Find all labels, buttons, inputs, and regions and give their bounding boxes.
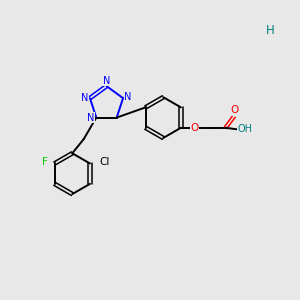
Text: N: N — [124, 92, 132, 102]
Text: O: O — [230, 105, 239, 115]
Text: N: N — [81, 93, 88, 103]
Text: OH: OH — [237, 124, 252, 134]
Text: N: N — [88, 112, 95, 123]
Text: N: N — [103, 76, 110, 86]
Text: O: O — [190, 123, 199, 133]
Text: H: H — [266, 23, 274, 37]
Text: F: F — [42, 157, 48, 167]
Text: Cl: Cl — [100, 157, 110, 167]
